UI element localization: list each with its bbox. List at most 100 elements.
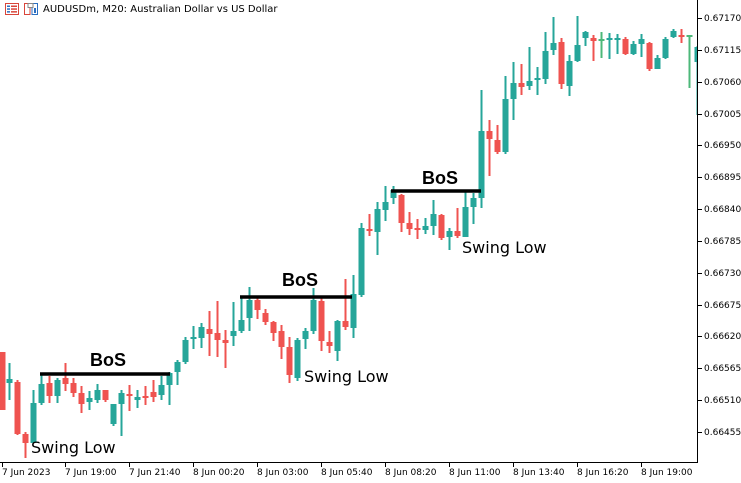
candle <box>574 16 581 62</box>
candle <box>350 275 357 338</box>
candle <box>630 41 637 55</box>
candle <box>494 125 501 154</box>
candle <box>542 32 549 84</box>
candle <box>398 194 405 232</box>
price-tick-label: 0.66730 <box>698 269 741 279</box>
price-axis[interactable]: 0.67170 0.67115 0.67060 0.67005 0.66950 0.668… <box>698 0 741 463</box>
candle <box>510 62 517 120</box>
chart-title-bar: AUDUSDm, M20: Australian Dollar vs US Do… <box>5 3 278 15</box>
time-tick-label: 8 Jun 03:00 <box>257 463 308 478</box>
candle <box>246 287 253 331</box>
candle <box>318 297 325 351</box>
candle <box>478 90 485 208</box>
candle <box>582 31 589 46</box>
candle <box>526 47 533 90</box>
candle <box>86 391 93 410</box>
candle <box>686 35 693 88</box>
price-tick-label: 0.66455 <box>698 428 741 438</box>
candle <box>14 380 21 435</box>
candle <box>606 33 613 59</box>
swing-low-label: Swing Low <box>304 367 389 386</box>
candle <box>94 384 101 403</box>
candle <box>254 298 261 319</box>
candle <box>646 42 653 71</box>
candle <box>102 390 109 402</box>
candle <box>286 337 293 383</box>
candle <box>486 120 493 176</box>
time-axis[interactable]: 7 Jun 2023 7 Jun 19:00 7 Jun 21:40 8 Jun 00… <box>0 463 698 483</box>
candle <box>678 29 685 43</box>
price-tick-label: 0.67115 <box>698 46 741 56</box>
symbol-title: AUDUSDm, M20: Australian Dollar vs US Do… <box>43 3 278 15</box>
candle <box>342 279 349 330</box>
candlestick-series <box>0 16 697 458</box>
time-tick-label: 8 Jun 00:20 <box>193 463 244 478</box>
candle <box>470 193 477 224</box>
time-tick-label: 7 Jun 2023 <box>2 463 50 478</box>
candle <box>518 64 525 95</box>
candle <box>230 302 237 346</box>
candle <box>430 200 437 235</box>
candle <box>110 404 117 426</box>
candle <box>278 325 285 359</box>
price-tick-label: 0.66785 <box>698 237 741 247</box>
candle <box>270 321 277 341</box>
candle <box>294 338 301 381</box>
candle <box>214 301 221 357</box>
bos-label: BoS <box>90 350 126 370</box>
candle <box>54 378 61 403</box>
candle <box>30 390 37 443</box>
chart-plot-area[interactable]: BoS BoS BoS Swing Low Swing Low Swing Low <box>0 0 698 463</box>
candle <box>206 311 213 356</box>
candle <box>622 37 629 55</box>
time-tick-label: 8 Jun 13:40 <box>513 463 564 478</box>
price-tick-label: 0.67060 <box>698 78 741 88</box>
candle <box>382 186 389 221</box>
candle <box>414 219 421 239</box>
candle <box>134 390 141 408</box>
candle <box>190 326 197 349</box>
candle <box>638 34 645 57</box>
time-tick-label: 8 Jun 05:40 <box>321 463 372 478</box>
price-tick-label: 0.66840 <box>698 205 741 215</box>
candle <box>662 37 669 59</box>
candle <box>262 309 269 325</box>
candle <box>550 17 557 55</box>
candle <box>422 218 429 234</box>
candle <box>598 32 605 58</box>
price-tick-label: 0.67170 <box>698 14 741 24</box>
candle <box>126 385 133 411</box>
candle <box>558 38 565 89</box>
candle <box>118 390 125 436</box>
candle <box>534 67 541 95</box>
time-tick-label: 8 Jun 19:00 <box>641 463 692 478</box>
price-tick-label: 0.67005 <box>698 110 741 120</box>
candle <box>62 363 69 391</box>
candle <box>182 337 189 364</box>
candle <box>654 55 661 69</box>
swing-low-label: Swing Low <box>462 238 547 257</box>
candle <box>70 378 77 397</box>
candle <box>150 380 157 402</box>
candle <box>438 214 445 240</box>
price-tick-label: 0.66565 <box>698 364 741 374</box>
candle <box>166 372 173 405</box>
candle <box>590 35 597 61</box>
candle <box>222 330 229 368</box>
candle <box>46 376 53 403</box>
chart-list-icon[interactable] <box>5 3 19 15</box>
candle <box>158 376 165 400</box>
candle <box>78 386 85 413</box>
candle <box>198 323 205 348</box>
candle <box>238 296 245 333</box>
time-tick-label: 7 Jun 21:40 <box>129 463 180 478</box>
time-tick-label: 8 Jun 16:20 <box>577 463 628 478</box>
time-tick-label: 8 Jun 11:00 <box>449 463 500 478</box>
candle <box>670 29 677 38</box>
candle <box>454 208 461 238</box>
one-click-trading-icon[interactable] <box>24 3 38 15</box>
candle <box>334 320 341 361</box>
price-tick-label: 0.66510 <box>698 396 741 406</box>
candle <box>374 202 381 255</box>
